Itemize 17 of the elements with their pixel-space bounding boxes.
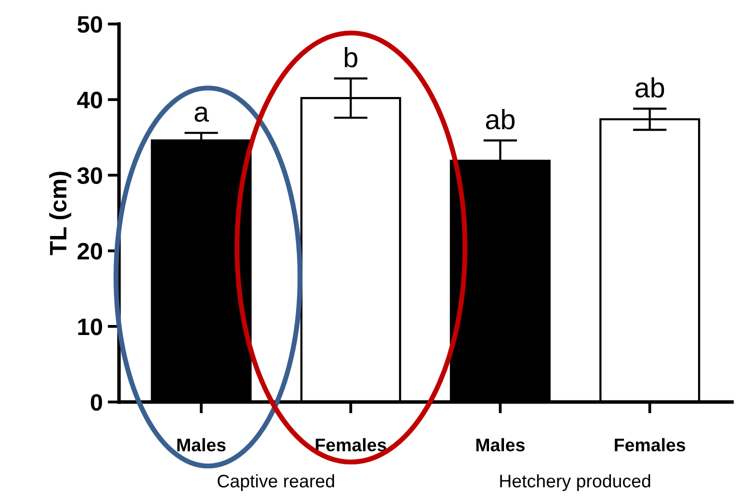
y-tick-label: 40: [77, 92, 102, 108]
y-axis-title: TL (cm): [49, 172, 72, 256]
y-tick-label: 0: [90, 394, 102, 411]
annotation: ab: [486, 108, 515, 130]
annotation: ab: [636, 77, 664, 98]
y-tick-label: 20: [78, 242, 102, 260]
y-tick-label: 10: [78, 318, 102, 336]
x-tick-label: Males: [177, 438, 226, 452]
annotation: a: [194, 106, 209, 122]
text: Hetchery produced: [500, 474, 650, 492]
x-tick-label: Females: [316, 438, 386, 452]
annotation: b: [344, 46, 358, 68]
x-tick-label: Females: [614, 438, 686, 452]
text: Captive reared: [218, 474, 334, 492]
x-tick-label: Males: [476, 438, 525, 452]
y-tick-label: 50: [77, 16, 102, 33]
y-tick-label: 30: [77, 167, 102, 184]
